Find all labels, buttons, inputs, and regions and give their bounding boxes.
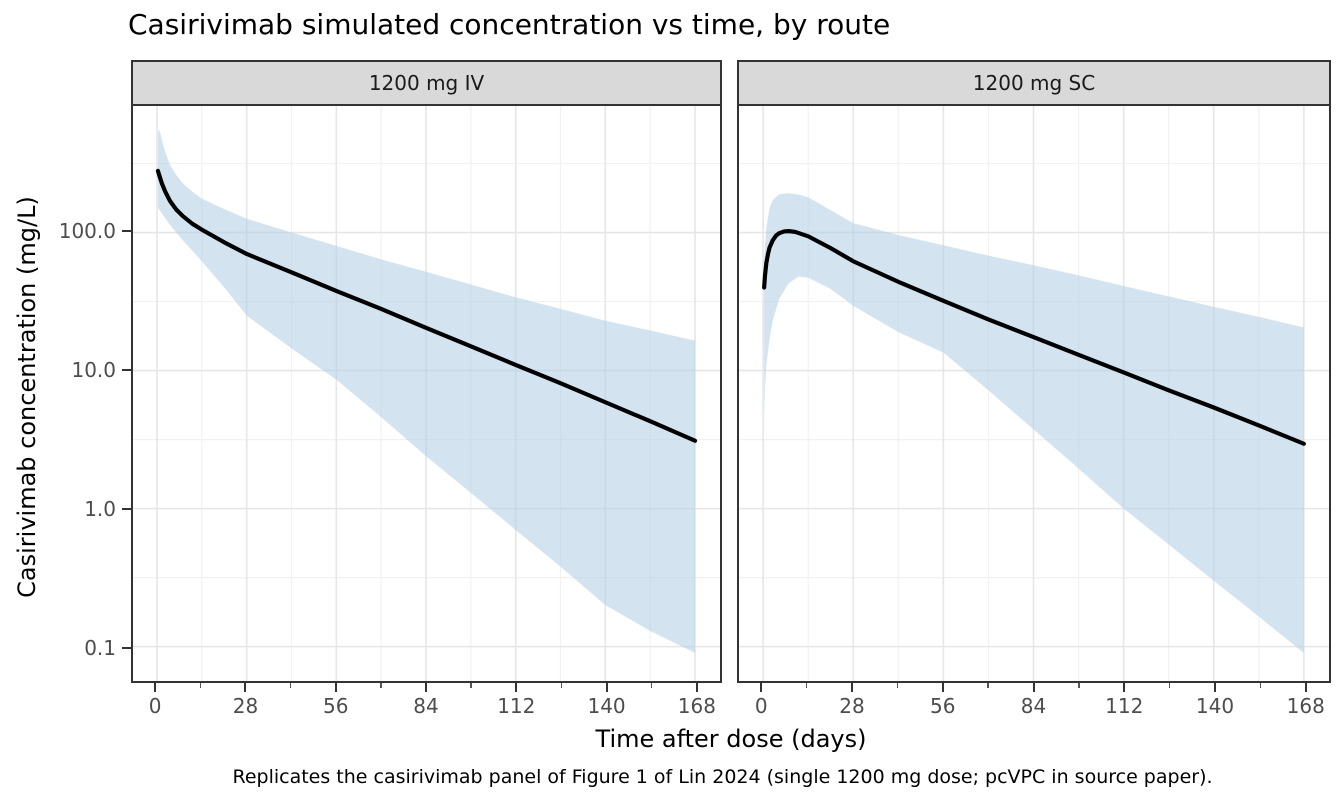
x-minor-tick: [650, 683, 653, 688]
plot-panel-iv-canvas: [133, 106, 720, 681]
x-minor-tick: [199, 683, 202, 688]
x-minor-tick: [1078, 683, 1080, 688]
x-minor-tick: [896, 683, 899, 688]
facet-strip-sc-label: 1200 mg SC: [972, 71, 1096, 95]
y-tick-label: 100.0: [58, 219, 116, 244]
x-tick: [515, 683, 518, 692]
facet-strip-iv: 1200 mg IV: [131, 60, 722, 104]
x-tick-label: 84: [1020, 694, 1047, 718]
x-minor-tick: [289, 683, 292, 688]
x-tick-label: 0: [148, 694, 162, 718]
x-tick: [605, 683, 608, 692]
plot-panel-sc: [737, 104, 1331, 683]
x-tick-label: 56: [323, 694, 349, 718]
facet-strip-iv-label: 1200 mg IV: [368, 71, 485, 95]
x-tick-label: 168: [677, 694, 716, 718]
x-tick-label: 56: [930, 694, 956, 718]
x-minor-tick: [380, 683, 382, 688]
y-tick-label: 0.1: [84, 636, 116, 661]
y-tick: [122, 647, 131, 650]
x-tick: [1304, 683, 1307, 692]
x-tick: [941, 683, 944, 692]
y-tick: [122, 508, 131, 511]
x-tick: [1032, 683, 1035, 692]
x-tick: [851, 683, 854, 692]
x-minor-tick: [805, 683, 808, 688]
plot-panel-sc-canvas: [739, 106, 1329, 681]
x-tick: [244, 683, 247, 692]
x-axis-title: Time after dose (days): [595, 725, 867, 753]
y-axis-title: Casirivimab concentration (mg/L): [13, 196, 41, 598]
x-tick-label: 168: [1286, 694, 1325, 718]
x-tick-label: 0: [754, 694, 768, 718]
x-minor-tick: [987, 683, 989, 688]
y-tick: [122, 230, 131, 233]
x-tick: [1123, 683, 1126, 692]
plot-panel-iv: [131, 104, 722, 683]
chart-title: Casirivimab simulated concentration vs t…: [128, 8, 891, 41]
x-tick-label: 140: [1195, 694, 1235, 718]
x-minor-tick: [1168, 683, 1171, 688]
x-minor-tick: [470, 683, 472, 688]
facet-strip-sc: 1200 mg SC: [737, 60, 1331, 104]
x-tick-label: 84: [413, 694, 439, 718]
x-tick-label: 28: [232, 694, 259, 718]
x-tick-label: 112: [1105, 694, 1144, 718]
x-tick: [695, 683, 698, 692]
x-tick: [425, 683, 428, 692]
x-tick-label: 112: [497, 694, 536, 718]
y-tick: [122, 369, 131, 372]
x-minor-tick: [1259, 683, 1262, 688]
x-tick: [334, 683, 337, 692]
x-tick: [154, 683, 157, 692]
x-tick: [1213, 683, 1216, 692]
y-tick-label: 10.0: [71, 358, 116, 383]
x-minor-tick: [560, 683, 563, 688]
x-tick-label: 28: [839, 694, 865, 718]
caption: Replicates the casirivimab panel of Figu…: [232, 766, 1213, 788]
y-tick-label: 1.0: [84, 497, 116, 522]
x-tick: [760, 683, 763, 692]
x-tick-label: 140: [587, 694, 626, 718]
